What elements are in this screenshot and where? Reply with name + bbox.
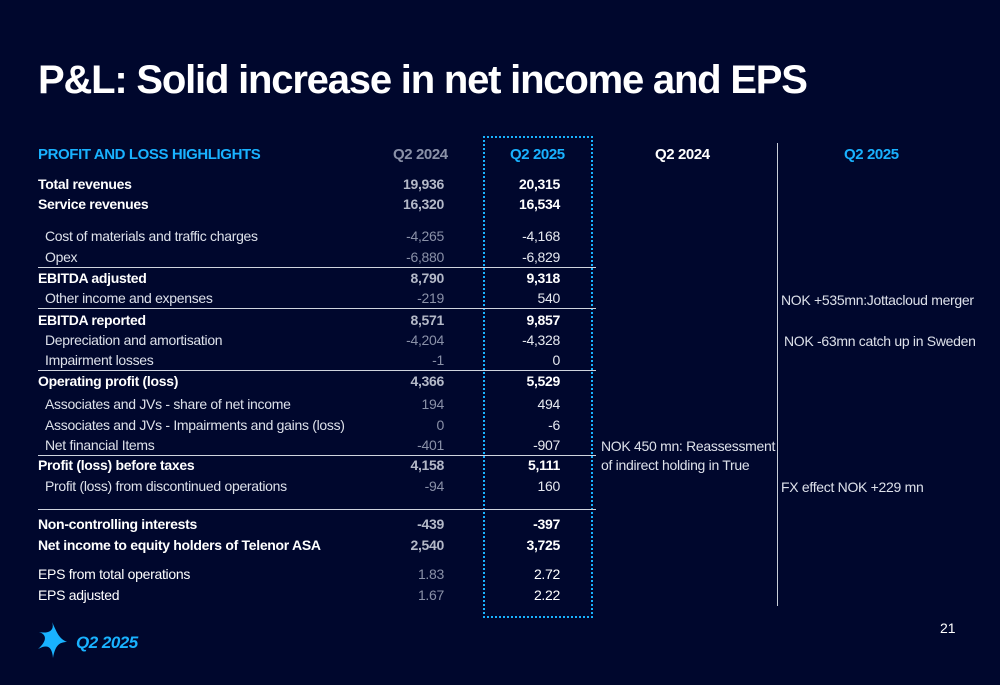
row-label: Cost of materials and traffic charges [45, 228, 258, 244]
row-value-q2-2025: 3,725 [526, 537, 560, 553]
row-separator [38, 455, 596, 456]
comment-sweden: NOK -63mn catch up in Sweden [784, 333, 976, 349]
page-number: 21 [940, 620, 956, 636]
row-value-q2-2025: 20,315 [518, 176, 560, 192]
table-row: Impairment losses -1 0 [0, 352, 600, 372]
brand-text: Q2 2025 [76, 633, 138, 652]
comments-divider [777, 143, 778, 606]
row-label: EPS adjusted [38, 587, 120, 603]
comment-true-line2: of indirect holding in True [601, 457, 750, 473]
row-value-q2-2025: 494 [537, 396, 561, 412]
row-label: Associates and JVs - Impairments and gai… [45, 417, 345, 433]
table-row: Cost of materials and traffic charges -4… [0, 228, 600, 248]
row-value-q2-2025: -4,328 [522, 332, 560, 348]
row-value-q2-2025: 9,318 [526, 270, 560, 286]
row-value-q2-2025: 5,111 [528, 457, 560, 473]
row-value-q2-2024: 1.83 [417, 566, 444, 582]
comment-header-q2-2025: Q2 2025 [844, 146, 899, 163]
row-value-q2-2025: 9,857 [526, 312, 560, 328]
row-label: Profit (loss) before taxes [38, 457, 195, 473]
row-value-q2-2025: 2.22 [533, 587, 560, 603]
table-row: Profit (loss) from discontinued operatio… [0, 478, 600, 498]
row-value-q2-2024: -219 [417, 290, 444, 306]
table-row: Other income and expenses -219 540 [0, 290, 600, 310]
row-value-q2-2025: -6 [548, 417, 560, 433]
table-row: Non-controlling interests -439 -397 [0, 516, 600, 536]
row-value-q2-2025: -6,829 [522, 249, 560, 265]
table-row: Associates and JVs - Impairments and gai… [0, 417, 600, 437]
table-row: Depreciation and amortisation -4,204 -4,… [0, 332, 600, 352]
table-row: Associates and JVs - share of net income… [0, 396, 600, 416]
row-label: Depreciation and amortisation [45, 332, 223, 348]
row-value-q2-2024: 0 [436, 417, 445, 433]
row-label: Other income and expenses [45, 290, 213, 306]
row-value-q2-2024: 4,366 [410, 373, 444, 389]
table-row: EBITDA adjusted 8,790 9,318 [0, 270, 600, 290]
row-separator [38, 509, 596, 510]
row-label: Total revenues [38, 176, 132, 192]
row-value-q2-2025: 540 [537, 290, 561, 306]
table-header-label: PROFIT AND LOSS HIGHLIGHTS [38, 146, 261, 163]
row-value-q2-2024: 2,540 [410, 537, 444, 553]
row-value-q2-2025: 0 [552, 352, 561, 368]
table-row: EBITDA reported 8,571 9,857 [0, 312, 600, 332]
row-separator [38, 370, 596, 371]
table-row: Operating profit (loss) 4,366 5,529 [0, 373, 600, 393]
table-row: Net financial Items -401 -907 [0, 437, 600, 457]
comment-true-line1: NOK 450 mn: Reassessment [601, 438, 776, 454]
row-value-q2-2024: 8,790 [410, 270, 444, 286]
row-value-q2-2024: -4,265 [406, 228, 444, 244]
row-value-q2-2025: 160 [537, 478, 561, 494]
table-row: Total revenues 19,936 20,315 [0, 176, 600, 196]
row-label: Profit (loss) from discontinued operatio… [45, 478, 287, 494]
row-value-q2-2024: 19,936 [402, 176, 444, 192]
row-separator [38, 308, 596, 309]
row-label: Net income to equity holders of Telenor … [38, 537, 321, 553]
table-row: EPS adjusted 1.67 2.22 [0, 587, 600, 607]
row-label: Opex [45, 249, 78, 265]
row-value-q2-2024: 1.67 [417, 587, 444, 603]
row-value-q2-2024: -401 [417, 437, 444, 453]
row-label: Net financial Items [45, 437, 155, 453]
row-value-q2-2024: 8,571 [410, 312, 444, 328]
row-value-q2-2024: -4,204 [406, 332, 444, 348]
row-value-q2-2025: -907 [533, 437, 560, 453]
row-value-q2-2025: -397 [533, 516, 560, 532]
row-value-q2-2025: 5,529 [526, 373, 560, 389]
row-value-q2-2025: 2.72 [533, 566, 560, 582]
row-label: Associates and JVs - share of net income [45, 396, 291, 412]
row-value-q2-2024: -6,880 [406, 249, 444, 265]
row-value-q2-2024: 4,158 [410, 457, 444, 473]
comment-header-q2-2024: Q2 2024 [655, 146, 710, 163]
row-separator [38, 267, 596, 268]
row-value-q2-2025: 16,534 [518, 196, 560, 212]
comment-jottacloud: NOK +535mn:Jottacloud merger [781, 292, 974, 308]
row-label: Operating profit (loss) [38, 373, 179, 389]
row-label: EBITDA adjusted [38, 270, 147, 286]
row-value-q2-2024: 194 [421, 396, 445, 412]
table-row: Profit (loss) before taxes 4,158 5,111 [0, 457, 600, 477]
table-row: Service revenues 16,320 16,534 [0, 196, 600, 216]
table-row: EPS from total operations 1.83 2.72 [0, 566, 600, 586]
row-label: Non-controlling interests [38, 516, 197, 532]
row-value-q2-2025: -4,168 [522, 228, 560, 244]
q2-2025-highlight-box [483, 136, 593, 618]
telenor-logo-icon [38, 622, 67, 658]
comment-fx: FX effect NOK +229 mn [781, 479, 924, 495]
row-label: EBITDA reported [38, 312, 146, 328]
row-value-q2-2024: -1 [432, 352, 444, 368]
table-header-q2-2025: Q2 2025 [510, 146, 565, 163]
row-value-q2-2024: -94 [424, 478, 445, 494]
page-title: P&L: Solid increase in net income and EP… [38, 58, 808, 102]
table-row: Net income to equity holders of Telenor … [0, 537, 600, 557]
row-value-q2-2024: 16,320 [402, 196, 444, 212]
row-label: Impairment losses [45, 352, 154, 368]
row-label: EPS from total operations [38, 566, 191, 582]
row-value-q2-2024: -439 [417, 516, 444, 532]
table-row: Opex -6,880 -6,829 [0, 249, 600, 269]
row-label: Service revenues [38, 196, 149, 212]
table-header-q2-2024: Q2 2024 [393, 146, 448, 163]
